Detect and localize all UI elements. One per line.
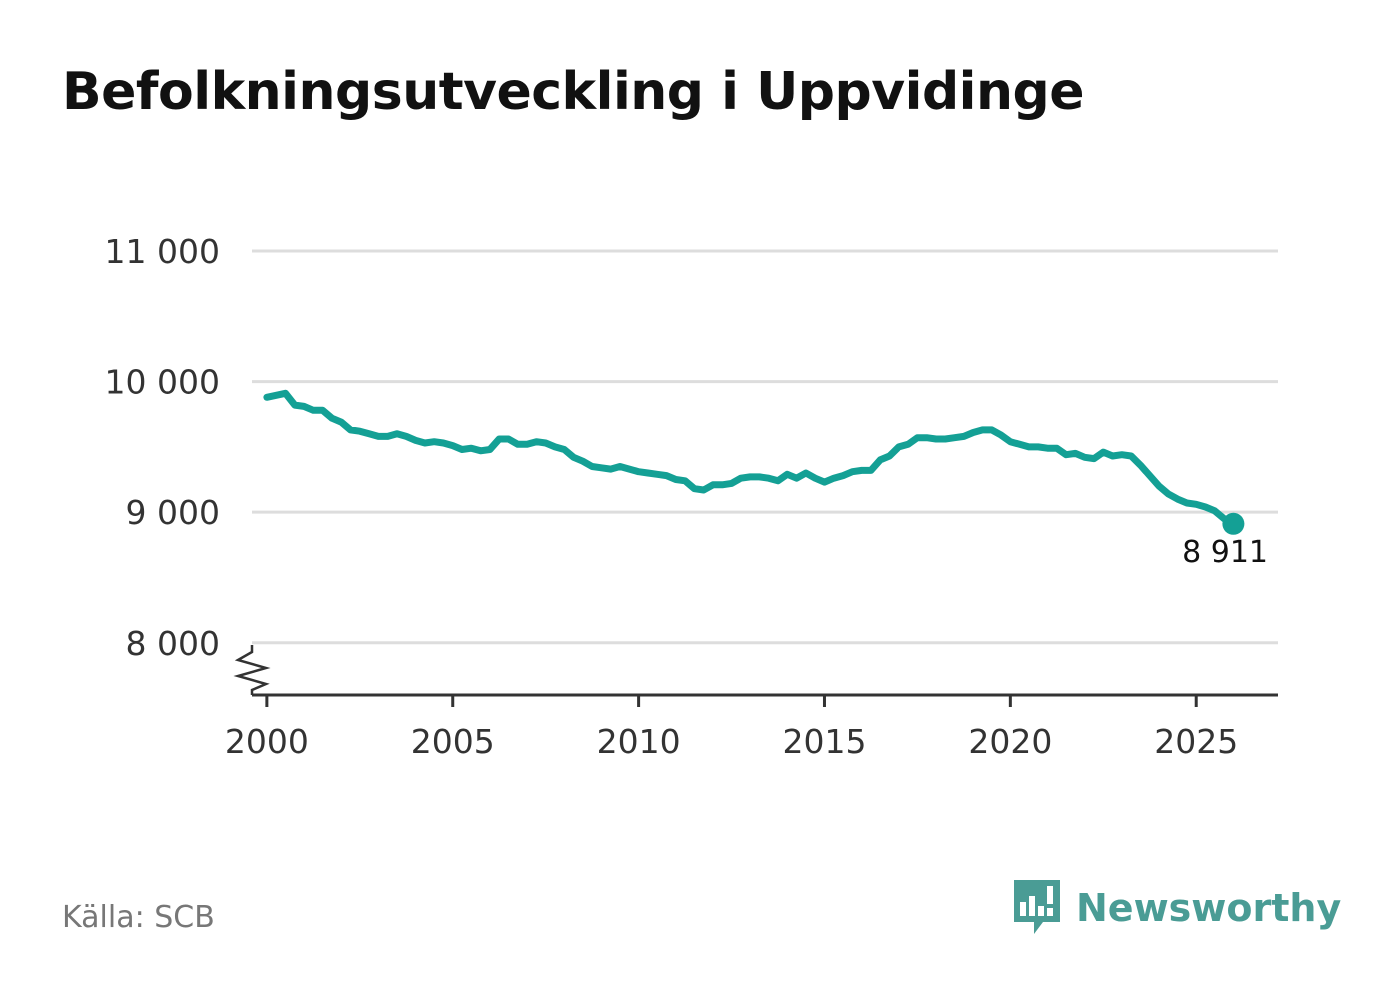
newsworthy-logo-icon <box>1014 880 1060 934</box>
y-tick-label: 10 000 <box>105 363 220 402</box>
x-tick-label: 2010 <box>597 722 681 761</box>
axis-break-marker <box>233 645 271 695</box>
x-axis <box>252 693 1278 707</box>
y-axis-tick-labels: 8 000 9 000 10 000 11 000 <box>105 232 220 663</box>
x-tick-label: 2020 <box>968 722 1052 761</box>
x-tick-label: 2015 <box>782 722 866 761</box>
source-note: Källa: SCB <box>62 900 215 935</box>
x-tick-label: 2025 <box>1154 722 1238 761</box>
axis-break-zigzag <box>233 645 271 695</box>
brand-name: Newsworthy <box>1076 886 1342 930</box>
x-axis-tick-labels: 2000 2005 2010 2015 2020 2025 <box>225 722 1238 761</box>
last-value-annotation: 8 911 <box>1182 535 1268 570</box>
y-tick-label: 9 000 <box>126 493 220 532</box>
chart-title: Befolkningsutveckling i Uppvidinge <box>62 62 1085 122</box>
last-point-marker <box>1222 512 1245 535</box>
x-tick-label: 2000 <box>225 722 309 761</box>
data-series <box>263 389 1245 535</box>
y-tick-label: 11 000 <box>105 232 220 271</box>
x-tick-label: 2005 <box>411 722 495 761</box>
y-tick-label: 8 000 <box>126 624 220 663</box>
last-value-label: 8 911 <box>1182 535 1268 570</box>
gridlines <box>252 249 1278 645</box>
population-line <box>263 389 1237 528</box>
brand-logo: Newsworthy <box>1012 878 1341 938</box>
